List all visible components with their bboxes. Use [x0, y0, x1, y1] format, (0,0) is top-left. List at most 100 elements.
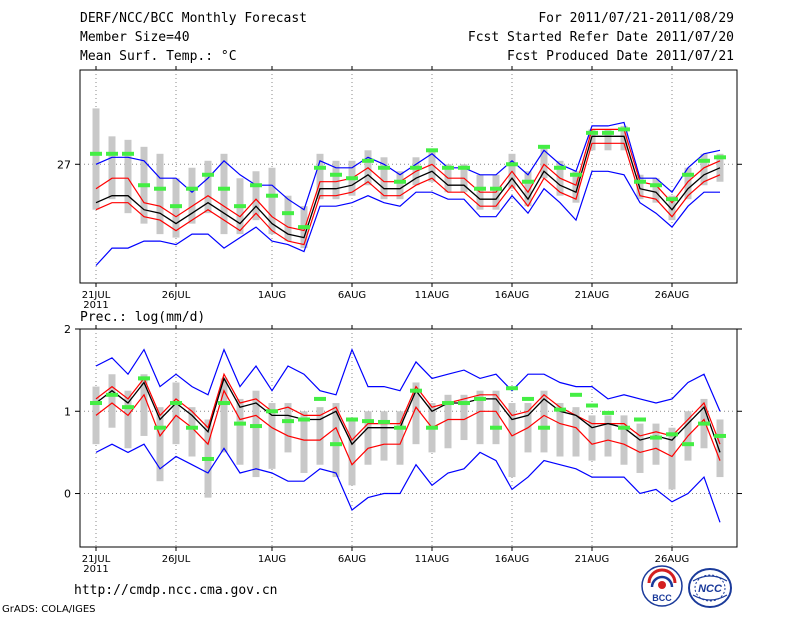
observed-marker: [410, 388, 422, 393]
observed-marker: [426, 425, 438, 430]
observed-marker: [154, 425, 166, 430]
spread-box: [380, 157, 388, 200]
spread-box: [444, 394, 452, 449]
y-tick-label: 0: [64, 488, 71, 501]
observed-marker: [394, 425, 406, 430]
observed-marker: [282, 419, 294, 424]
observed-marker: [170, 401, 182, 406]
observed-marker: [634, 179, 646, 184]
x-tick-label: 21JUL: [82, 554, 111, 565]
spread-box: [108, 136, 116, 200]
x-tick-label: 6AUG: [338, 554, 366, 565]
plot-frame: [79, 328, 738, 548]
y-tick-label: 27: [57, 158, 71, 171]
spread-box: [188, 407, 196, 457]
spread-box: [284, 403, 292, 453]
spread-box: [716, 419, 724, 478]
bcc-logo-text: BCC: [652, 593, 672, 603]
spread-box: [268, 403, 276, 469]
observed-marker: [522, 179, 534, 184]
source-url[interactable]: http://cmdp.ncc.cma.gov.cn: [74, 583, 278, 598]
observed-marker: [266, 409, 278, 414]
observed-marker: [170, 204, 182, 209]
observed-marker: [490, 425, 502, 430]
observed-marker: [458, 401, 470, 406]
spread-box: [380, 411, 388, 461]
observed-marker: [554, 165, 566, 170]
observed-marker: [458, 165, 470, 170]
spread-box: [636, 423, 644, 473]
y-tick-label: 2: [64, 323, 71, 336]
spread-box: [124, 390, 132, 449]
spread-box: [684, 167, 692, 200]
series-line-upper: [95, 372, 721, 445]
spread-box: [172, 382, 180, 445]
x-tick-label: 1AUG: [258, 554, 286, 565]
x-year-label: 2011: [83, 564, 108, 575]
observed-marker: [474, 396, 486, 401]
spread-box: [396, 171, 404, 200]
spread-box: [156, 153, 164, 235]
ncc-logo: NCC: [688, 568, 732, 608]
spread-box: [396, 411, 404, 465]
observed-marker: [490, 186, 502, 191]
observed-marker: [106, 392, 118, 397]
observed-marker: [90, 151, 102, 156]
observed-marker: [714, 433, 726, 438]
observed-marker: [474, 186, 486, 191]
x-tick-label: 21JUL: [82, 290, 111, 301]
spread-box: [572, 171, 580, 203]
observed-marker: [202, 172, 214, 177]
spread-box: [92, 108, 100, 210]
series-line-max: [95, 121, 721, 211]
observed-marker: [154, 186, 166, 191]
observed-marker: [90, 401, 102, 406]
spread-box: [428, 150, 436, 182]
spread-box: [620, 415, 628, 465]
spread-box: [604, 415, 612, 457]
spread-box: [412, 382, 420, 445]
spread-box: [252, 171, 260, 221]
series-line-max: [95, 347, 721, 412]
observed-marker: [218, 401, 230, 406]
series-line-min: [95, 443, 721, 523]
observed-marker: [138, 376, 150, 381]
observed-marker: [346, 417, 358, 422]
observed-marker: [122, 151, 134, 156]
chart-title: DERF/NCC/BCC Monthly Forecast: [80, 11, 307, 26]
spread-box: [220, 378, 228, 453]
observed-marker: [442, 165, 454, 170]
spread-box: [716, 153, 724, 182]
spread-box: [236, 398, 244, 465]
spread-box: [252, 390, 260, 478]
observed-marker: [314, 396, 326, 401]
spread-box: [124, 139, 132, 214]
observed-marker: [666, 197, 678, 202]
series-line-lower: [95, 142, 721, 246]
spread-box: [540, 390, 548, 453]
x-tick-label: 26JUL: [162, 290, 191, 301]
x-tick-label: 21AUG: [575, 290, 610, 301]
observed-marker: [666, 432, 678, 437]
x-tick-label: 16AUG: [495, 290, 530, 301]
x-tick-label: 21AUG: [575, 554, 610, 565]
x-tick-label: 26AUG: [655, 554, 690, 565]
observed-marker: [362, 158, 374, 163]
observed-marker: [234, 421, 246, 426]
spread-box: [156, 407, 164, 482]
spread-box: [188, 167, 196, 224]
observed-marker: [138, 183, 150, 188]
observed-marker: [282, 211, 294, 216]
observed-marker: [602, 130, 614, 135]
member-size-label: Member Size=40: [80, 30, 190, 45]
spread-box: [476, 390, 484, 445]
x-tick-label: 26AUG: [655, 290, 690, 301]
fcst-produced-date: Fcst Produced Date 2011/07/21: [507, 49, 734, 64]
observed-marker: [506, 386, 518, 391]
precipitation-panel: 21JUL 26JUL 1AUG 6AUG 11AUG 16AUG 21AUG 26AUG20…: [64, 323, 742, 575]
spread-box: [668, 195, 676, 221]
observed-marker: [570, 172, 582, 177]
observed-marker: [442, 401, 454, 406]
observed-marker: [698, 158, 710, 163]
